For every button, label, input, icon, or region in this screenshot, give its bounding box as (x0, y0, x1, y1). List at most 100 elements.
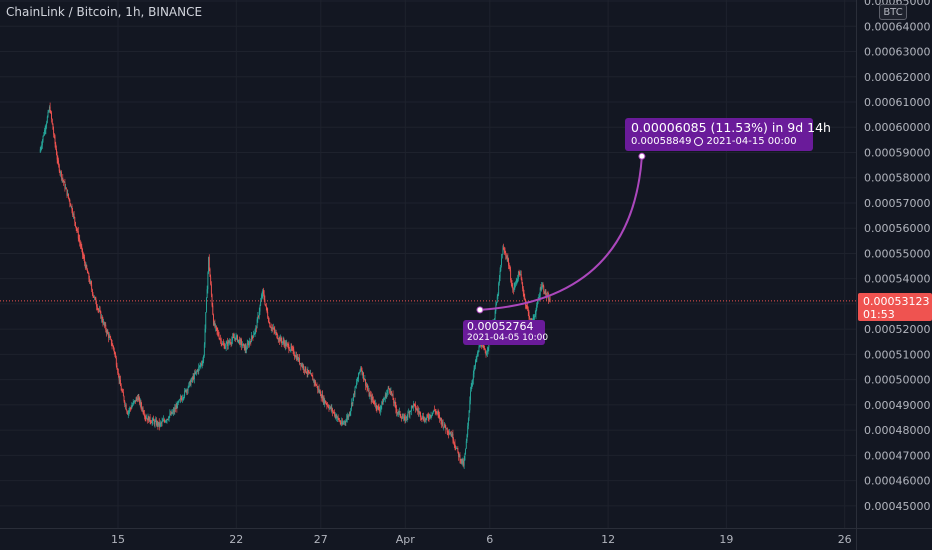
candle-body (184, 390, 186, 397)
projection-start-handle[interactable] (476, 306, 484, 314)
candle-body (375, 403, 377, 408)
candle-body (122, 391, 124, 393)
candle-body (462, 460, 464, 464)
candle-body (341, 421, 343, 424)
candle-body (158, 422, 160, 426)
candle-body (439, 415, 440, 419)
y-tick-label: 0.00057000 (864, 197, 930, 210)
candle-body (468, 410, 470, 419)
candle-body (284, 342, 286, 347)
candle-body (103, 322, 105, 324)
currency-label-button[interactable]: BTC (879, 4, 907, 20)
candle-body (353, 393, 355, 398)
candle-body (119, 379, 121, 381)
candle-body (110, 339, 112, 345)
candle-body (263, 293, 265, 300)
candle-body (89, 279, 91, 283)
candle-body (393, 399, 395, 404)
candle-body (443, 426, 445, 428)
candle-body (408, 412, 410, 415)
candle-body (415, 404, 417, 410)
candle-body (203, 344, 205, 356)
candle-body (225, 343, 227, 347)
candle-body (69, 200, 71, 204)
candle-body (446, 428, 448, 430)
candle-body (77, 230, 79, 239)
candle-body (522, 288, 524, 294)
candle-body (67, 193, 69, 196)
candle-body (328, 407, 330, 409)
candle-body (417, 409, 419, 411)
candle-body (506, 257, 508, 259)
candle-body (510, 280, 512, 285)
candle-body (151, 422, 152, 424)
candle-body (486, 350, 488, 353)
candle-body (434, 410, 436, 412)
candle-body (222, 343, 224, 345)
candle-body (121, 390, 123, 392)
candle-body (344, 421, 346, 423)
candle-body (137, 397, 139, 401)
candle-body (486, 352, 488, 356)
candle-body (85, 265, 87, 268)
projection-end-handle[interactable] (638, 152, 646, 160)
candle-body (341, 421, 343, 425)
candle-body (143, 412, 145, 415)
candle-body (106, 331, 108, 333)
candle-body (407, 412, 409, 418)
projection-start-label[interactable]: 0.00052764 2021-04-05 10:00 (463, 320, 548, 345)
candle-body (210, 276, 212, 285)
candle-body (139, 401, 141, 404)
candle-body (72, 211, 74, 215)
candle-body (386, 393, 388, 398)
y-tick-label: 0.00060000 (864, 121, 930, 134)
candle-body (163, 419, 165, 421)
candle-body (158, 422, 160, 426)
chart-title[interactable]: ChainLink / Bitcoin, 1h, BINANCE (6, 5, 203, 19)
candle-body (327, 405, 329, 408)
candle-body (259, 305, 261, 312)
candle-body (391, 394, 393, 396)
candle-body (399, 411, 401, 416)
candle-body (374, 403, 376, 405)
candle-body (78, 238, 80, 240)
candle-body (427, 415, 429, 417)
candle-body (220, 338, 221, 340)
candle-body (288, 345, 290, 350)
candle-body (170, 413, 171, 415)
candle-body (398, 411, 400, 413)
candle-body (355, 382, 357, 386)
candle-body (411, 405, 413, 407)
candle-body (88, 273, 90, 280)
candle-body (260, 296, 262, 302)
candle-body (534, 314, 536, 317)
candle-body (141, 405, 143, 409)
candle-body (400, 415, 402, 418)
candle-body (183, 396, 185, 398)
candle-body (435, 411, 437, 413)
candle-body (481, 344, 483, 348)
candle-body (294, 354, 295, 357)
candle-body (150, 421, 152, 423)
candle-body (470, 386, 472, 392)
candle-body (66, 189, 68, 196)
candle-body (313, 379, 314, 381)
candle-body (335, 414, 337, 419)
candle-body (155, 420, 157, 422)
candle-body (146, 418, 148, 420)
candle-body (317, 385, 319, 390)
projection-curve[interactable] (479, 156, 643, 311)
candle-body (234, 337, 236, 340)
candle-body (208, 257, 210, 273)
candle-body (211, 294, 213, 306)
projection-end-label[interactable]: 0.00006085 (11.53%) in 9d 14h 0.00058849… (625, 118, 831, 151)
candle-body (471, 383, 473, 387)
candle-body (418, 412, 420, 413)
candle-body (117, 369, 119, 373)
candle-body (108, 333, 110, 339)
candle-body (348, 414, 350, 416)
candle-body (348, 414, 350, 418)
candle-body (369, 394, 371, 397)
